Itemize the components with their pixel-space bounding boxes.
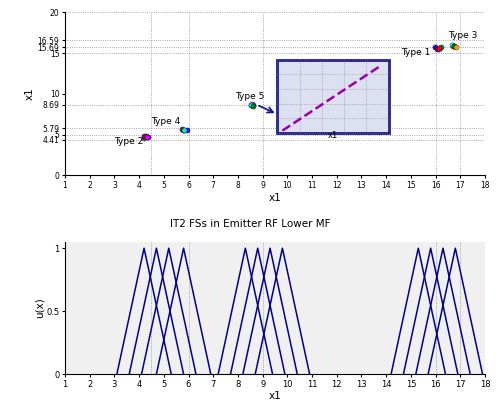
Point [183, 127, 191, 134]
Point [143, 134, 151, 140]
Point [180, 127, 188, 133]
Point [247, 101, 255, 108]
Text: Type 4: Type 4 [152, 117, 180, 126]
Text: Type 1: Type 1 [401, 48, 430, 57]
Point [449, 43, 457, 49]
Point [450, 43, 458, 49]
Text: Type 5: Type 5 [236, 92, 265, 101]
Point [140, 134, 148, 141]
Text: IT2 FSs in Emitter RF Lower MF: IT2 FSs in Emitter RF Lower MF [170, 219, 330, 229]
Text: Type 3: Type 3 [448, 31, 478, 40]
Point [142, 133, 150, 139]
Bar [278, 60, 388, 133]
Text: Type 2: Type 2 [114, 137, 144, 145]
Point [448, 42, 456, 48]
Point [250, 102, 258, 109]
X-axis label: x1: x1 [268, 391, 281, 402]
Point [140, 133, 147, 140]
Point [180, 127, 188, 134]
Point [437, 44, 445, 51]
Point [432, 44, 440, 50]
Text: x1: x1 [328, 131, 338, 140]
Point [248, 102, 256, 108]
Y-axis label: u(x): u(x) [35, 298, 45, 319]
Y-axis label: x1: x1 [25, 88, 35, 100]
Point [433, 45, 441, 52]
Point [178, 125, 186, 132]
Point [144, 134, 152, 140]
Point [450, 43, 458, 49]
Point [435, 45, 443, 51]
Point [452, 44, 460, 50]
Point [434, 45, 442, 52]
Point [248, 101, 256, 107]
X-axis label: x1: x1 [268, 193, 281, 203]
Point [250, 102, 258, 109]
Point [179, 127, 187, 134]
